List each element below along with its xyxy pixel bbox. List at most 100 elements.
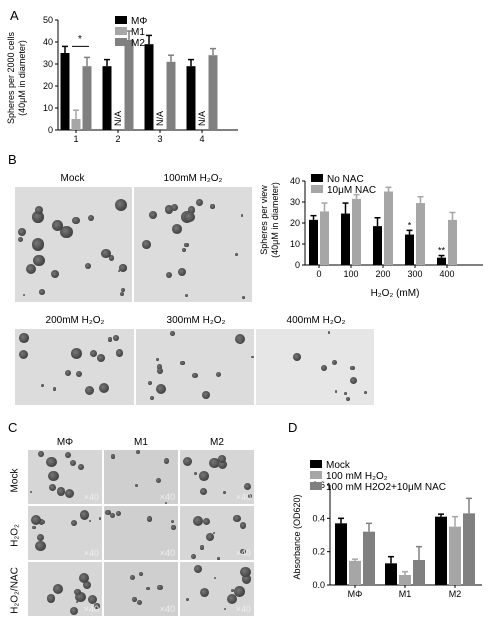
sphere — [26, 263, 37, 274]
sphere — [71, 519, 78, 526]
sphere — [32, 525, 36, 530]
col-label-m-phi: MΦ — [56, 437, 74, 448]
sphere — [327, 331, 331, 334]
sphere — [69, 606, 79, 616]
legend-swatch-0 — [310, 460, 322, 468]
bar-MΦ-2 — [102, 66, 112, 130]
significance-marker: ** — [438, 246, 446, 256]
legend-swatch-2 — [115, 38, 127, 46]
micrograph-cell: ×40 — [104, 450, 178, 504]
micrograph-mock — [15, 187, 132, 302]
sphere — [180, 360, 185, 366]
sphere — [194, 565, 203, 574]
sphere — [202, 517, 211, 526]
sphere — [215, 371, 222, 377]
sphere — [48, 483, 56, 491]
micrograph-cell: ×40 — [104, 562, 178, 616]
bar-10μM NAC-200 — [384, 191, 393, 265]
sphere — [35, 540, 46, 552]
bar-100 mM H2O2+10μM NAC-M1 — [413, 560, 425, 585]
y-tick-label: 50 — [43, 15, 53, 25]
x-tick-label: 100 — [343, 269, 358, 279]
legend-swatch-0 — [311, 174, 323, 182]
bar-100 mM H₂O₂-M1 — [399, 575, 411, 585]
magnification-label: ×40 — [235, 604, 251, 614]
panel-a-letter: A — [10, 8, 19, 23]
sphere — [192, 372, 198, 379]
sphere — [170, 203, 178, 211]
bar-100 mM H2O2+10μM NAC-MΦ — [363, 531, 375, 585]
sphere — [222, 490, 226, 494]
sphere — [181, 248, 186, 253]
sphere — [293, 353, 302, 361]
sphere — [114, 198, 127, 212]
bar-100 mM H2O2+10μM NAC-M2 — [463, 513, 475, 585]
sphere — [46, 456, 58, 468]
col-label-m2: M2 — [210, 437, 224, 448]
sphere — [110, 454, 116, 459]
sphere — [184, 211, 196, 223]
magnification-label: ×40 — [159, 492, 175, 502]
sphere — [251, 355, 254, 359]
row-label-h2o2-nac: H₂O₂/NAC — [9, 567, 21, 614]
sphere — [76, 600, 79, 603]
sphere — [184, 293, 189, 298]
sphere — [109, 512, 115, 518]
bar-100 mM H₂O₂-M2 — [449, 526, 461, 585]
na-label: N/A — [197, 111, 207, 126]
row-label-h2o2: H₂O₂ — [9, 524, 21, 547]
label-400mm: 400mM H₂O₂ — [286, 315, 346, 326]
y-axis-label: Absorbance (OD620) — [292, 494, 302, 579]
sphere — [79, 510, 90, 520]
sphere — [113, 334, 119, 341]
x-tick-label: 4 — [199, 134, 204, 144]
sphere — [17, 227, 26, 236]
magnification-label: ×40 — [235, 548, 251, 558]
sphere — [136, 600, 142, 606]
legend-label-1: 10μM NAC — [327, 185, 376, 196]
x-tick-label: 300 — [407, 269, 422, 279]
sphere — [227, 594, 238, 605]
micrograph-cell: ×40 — [180, 562, 254, 616]
sphere — [331, 360, 338, 366]
bar-No NAC-0 — [309, 219, 318, 265]
legend-label-1: 100 mM H₂O₂ — [326, 471, 388, 482]
micrograph-cell: ×40 — [28, 562, 102, 616]
y-tick-label: 10 — [290, 239, 300, 249]
sphere — [240, 213, 244, 217]
sphere — [193, 471, 198, 475]
sphere — [119, 291, 125, 297]
sphere — [182, 456, 193, 467]
sphere — [218, 459, 228, 469]
sphere — [77, 464, 84, 471]
sphere — [178, 268, 187, 277]
sphere — [199, 545, 205, 550]
sphere — [242, 296, 245, 299]
label-300mm: 300mM H₂O₂ — [166, 315, 226, 326]
sphere — [52, 386, 57, 391]
micrograph-200mm — [15, 329, 134, 405]
sphere — [148, 210, 158, 220]
sphere — [136, 450, 141, 455]
legend-label-0: MΦ — [131, 16, 147, 27]
y-tick-label: 30 — [43, 59, 53, 69]
sphere — [115, 349, 124, 358]
sphere — [199, 487, 207, 495]
y-tick-label: 0.0 — [312, 580, 325, 590]
sphere — [53, 583, 64, 594]
sphere — [118, 269, 121, 272]
micrograph-cell: ×40 — [104, 506, 178, 560]
sphere — [206, 532, 215, 542]
bar-No NAC-300 — [405, 234, 414, 265]
x-tick-label: 0 — [316, 269, 321, 279]
sphere — [349, 377, 357, 385]
sphere — [22, 293, 25, 296]
sphere — [46, 594, 56, 603]
panel-b-letter: B — [8, 152, 17, 167]
sphere — [19, 350, 29, 360]
y-tick-label: 0 — [48, 125, 53, 135]
bar-Mock-M1 — [385, 563, 397, 585]
sphere — [172, 223, 182, 234]
x-axis-label: H₂O₂ (mM) — [371, 288, 420, 299]
